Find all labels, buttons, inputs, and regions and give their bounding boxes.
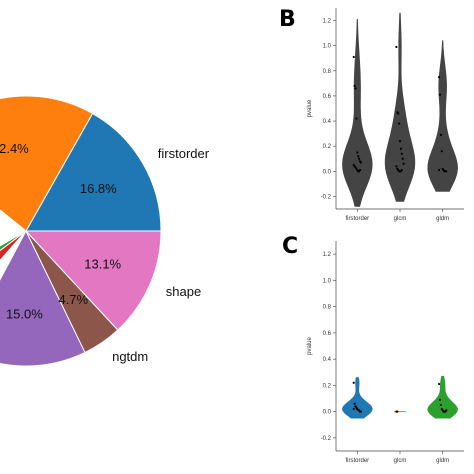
x-tick-label: firstorder	[345, 458, 369, 464]
data-point	[445, 170, 448, 173]
violin-gldm	[427, 40, 458, 192]
violin-firstorder	[342, 19, 373, 207]
x-tick-label: glcm	[394, 458, 407, 464]
y-tick-label: 0.4	[323, 119, 332, 125]
pie-percent-label: 22.4%	[0, 141, 29, 156]
data-point	[437, 75, 441, 79]
y-tick-label: -0.2	[321, 194, 332, 200]
pie-slice-shape	[24, 230, 162, 331]
x-tick-label: gldm	[436, 458, 449, 464]
violin-chart-c: C -0.2 0.0 0.2 0.4 0.6 0.8 1.0 1.2 pvalue firstord…	[282, 234, 464, 464]
data-point	[437, 382, 441, 386]
panel-label: B	[279, 7, 296, 32]
x-tick-label: gldm	[436, 216, 449, 222]
data-point	[395, 45, 398, 49]
y-tick-label: 0.8	[323, 69, 332, 75]
y-tick-label: 1.0	[323, 44, 332, 50]
y-tick-label: -0.2	[321, 436, 332, 442]
data-point	[400, 168, 403, 172]
pie-percent-label: 15.0%	[6, 307, 43, 322]
violin-firstorder	[342, 377, 373, 419]
data-point	[355, 117, 358, 120]
data-point	[400, 152, 403, 155]
data-point	[353, 402, 356, 405]
data-point	[399, 147, 402, 150]
data-point	[356, 151, 359, 154]
y-tick-label: 1.0	[323, 278, 332, 284]
data-point	[398, 140, 402, 143]
pie-slice-firstorder	[25, 112, 162, 232]
data-point	[439, 403, 442, 407]
data-point	[358, 157, 361, 160]
data-point	[439, 133, 442, 136]
y-axis-title: pvalue	[307, 337, 313, 355]
pie-percent-label: 4.7%	[58, 292, 88, 307]
data-point	[396, 410, 399, 413]
pie-slice-6	[0, 229, 86, 367]
data-point	[352, 407, 355, 411]
violin-chart-b: B -0.2 0.0 0.2 0.4 0.6 0.8 1.0 1.2 pvalue firstord…	[279, 7, 464, 222]
data-point	[401, 157, 404, 160]
data-point	[437, 168, 441, 172]
violin-gldm	[427, 375, 458, 419]
y-tick-label: 1.2	[323, 252, 332, 258]
data-point	[352, 381, 355, 384]
data-point	[357, 155, 360, 158]
data-point	[445, 409, 448, 412]
pie-percent-label: 13.1%	[84, 257, 121, 272]
data-point	[438, 398, 442, 401]
violin-glcm	[384, 12, 416, 202]
pie-slice-2	[0, 209, 27, 247]
y-tick-label: 0.2	[323, 383, 332, 389]
data-point	[359, 161, 363, 164]
y-tick-label: 0.6	[323, 331, 332, 337]
data-point	[440, 150, 443, 153]
y-tick-label: 0.0	[323, 169, 332, 175]
x-tick-label: glcm	[394, 216, 407, 222]
pie-slice-1	[0, 95, 94, 232]
data-point	[395, 165, 398, 168]
y-tick-label: 1.2	[323, 19, 332, 25]
data-point	[359, 410, 363, 413]
y-tick-label: 0.4	[323, 357, 332, 363]
data-point	[402, 162, 405, 165]
pie-category-label: firstorder	[158, 146, 210, 161]
data-point	[397, 112, 400, 115]
pie-percent-label: 16.8%	[80, 181, 117, 196]
data-point	[438, 93, 442, 96]
y-tick-label: 0.6	[323, 94, 332, 100]
data-point	[354, 87, 357, 90]
y-axis-title: pvalue	[307, 99, 313, 117]
data-point	[398, 122, 401, 125]
panel-label: C	[282, 234, 298, 259]
y-tick-label: 0.2	[323, 144, 332, 150]
x-tick-label: firstorder	[345, 216, 369, 222]
pie-chart: 16.8% firstorder 22.4% 15.0% 4.7% ngtdm 13.1% s…	[0, 95, 210, 367]
data-point	[352, 55, 355, 59]
y-tick-label: 0.8	[323, 305, 332, 311]
data-point	[358, 168, 362, 172]
y-tick-label: 0.0	[323, 410, 332, 416]
pie-category-label: shape	[166, 284, 201, 299]
data-point	[353, 84, 356, 87]
pie-category-label: ngtdm	[112, 349, 148, 364]
